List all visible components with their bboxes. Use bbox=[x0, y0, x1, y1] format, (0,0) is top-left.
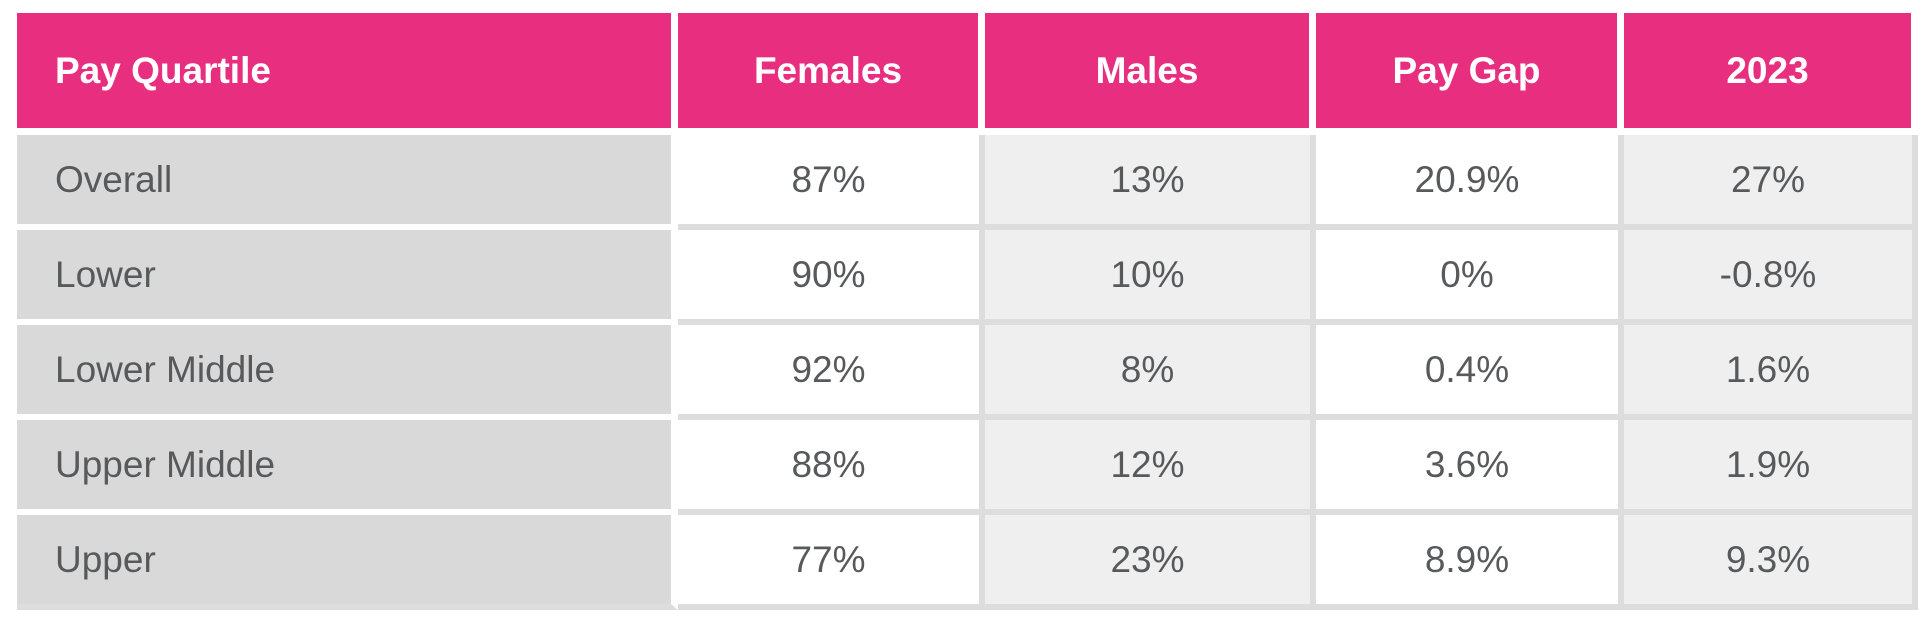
table-cell: 8.9% bbox=[1316, 515, 1624, 610]
table-cell: 87% bbox=[678, 135, 985, 230]
table-cell: 20.9% bbox=[1316, 135, 1624, 230]
table-cell: 88% bbox=[678, 420, 985, 515]
table-cell: 77% bbox=[678, 515, 985, 610]
column-header-males: Males bbox=[985, 13, 1316, 135]
table-cell: 92% bbox=[678, 325, 985, 420]
pay-gap-table: Pay Quartile Females Males Pay Gap 2023 … bbox=[17, 13, 1918, 610]
column-header-pay-gap: Pay Gap bbox=[1316, 13, 1624, 135]
table-cell: 0% bbox=[1316, 230, 1624, 325]
table-header-row: Pay Quartile Females Males Pay Gap 2023 bbox=[17, 13, 1918, 135]
row-label: Upper Middle bbox=[17, 420, 678, 515]
row-label: Overall bbox=[17, 135, 678, 230]
table-row-overall: Overall 87% 13% 20.9% 27% bbox=[17, 135, 1918, 230]
column-header-2023: 2023 bbox=[1624, 13, 1918, 135]
table-cell: 1.6% bbox=[1624, 325, 1918, 420]
table-cell: 0.4% bbox=[1316, 325, 1624, 420]
table-row-upper-middle: Upper Middle 88% 12% 3.6% 1.9% bbox=[17, 420, 1918, 515]
column-header-pay-quartile: Pay Quartile bbox=[17, 13, 678, 135]
row-label: Upper bbox=[17, 515, 678, 610]
table-row-lower-middle: Lower Middle 92% 8% 0.4% 1.6% bbox=[17, 325, 1918, 420]
table-cell: 8% bbox=[985, 325, 1316, 420]
table-cell: 10% bbox=[985, 230, 1316, 325]
table-cell: 13% bbox=[985, 135, 1316, 230]
table-cell: 1.9% bbox=[1624, 420, 1918, 515]
table-cell: 9.3% bbox=[1624, 515, 1918, 610]
table-cell: 3.6% bbox=[1316, 420, 1624, 515]
table-row-upper: Upper 77% 23% 8.9% 9.3% bbox=[17, 515, 1918, 610]
row-label: Lower Middle bbox=[17, 325, 678, 420]
table-cell: 27% bbox=[1624, 135, 1918, 230]
column-header-females: Females bbox=[678, 13, 985, 135]
row-label: Lower bbox=[17, 230, 678, 325]
table-cell: 12% bbox=[985, 420, 1316, 515]
table-cell: 23% bbox=[985, 515, 1316, 610]
table-row-lower: Lower 90% 10% 0% -0.8% bbox=[17, 230, 1918, 325]
table-cell: -0.8% bbox=[1624, 230, 1918, 325]
table-cell: 90% bbox=[678, 230, 985, 325]
